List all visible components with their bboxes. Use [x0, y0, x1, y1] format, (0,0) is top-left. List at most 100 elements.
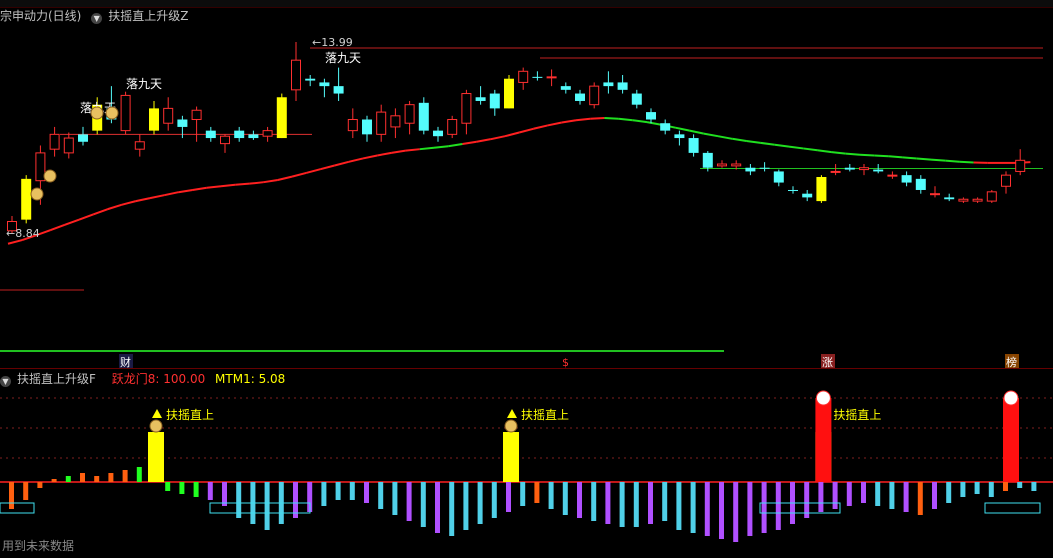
candle [944, 193, 955, 202]
ma-line-segment [632, 119, 648, 124]
candle [163, 97, 174, 131]
ma-line-segment [192, 186, 207, 191]
stock-title[interactable]: 宗申动力(日线) [0, 9, 82, 23]
candle [205, 126, 216, 142]
histogram-bar [108, 473, 114, 482]
candle [291, 42, 301, 101]
signal-arrow-icon [152, 409, 162, 418]
ma-line-segment [121, 200, 137, 206]
histogram-bar [435, 482, 440, 533]
sub-indicator-name[interactable]: ▼ 扶摇直上升级F [0, 372, 102, 387]
histogram-bar [846, 482, 852, 506]
histogram-bar [335, 482, 341, 500]
candle [759, 162, 770, 172]
ma-line-segment [249, 181, 264, 185]
candle [177, 115, 188, 139]
histogram-bar [307, 482, 313, 512]
histogram-bar [364, 482, 369, 503]
candle-body [1001, 174, 1011, 187]
candle [631, 89, 642, 109]
event-marker: $ [562, 356, 569, 369]
price-high-label: ←13.99 [312, 36, 353, 49]
candle-body [859, 167, 869, 171]
ma-line-segment [959, 160, 974, 164]
candle [674, 130, 685, 146]
ma-line-segment [163, 191, 179, 197]
candle [986, 189, 997, 203]
money-bag-icon [504, 419, 518, 433]
histogram-bar [875, 482, 881, 506]
signal-column [503, 432, 519, 482]
histogram-bar [577, 482, 582, 518]
candle-body [674, 134, 685, 139]
candle-body [745, 167, 756, 172]
candle-body [291, 59, 301, 91]
money-bag-icon [149, 419, 163, 433]
event-marker-bg [1005, 354, 1019, 368]
ma-line-segment [419, 146, 435, 151]
ma-line-segment [504, 131, 520, 138]
histogram-bar [747, 482, 753, 536]
candle [404, 100, 415, 135]
ma-line-segment [675, 126, 690, 132]
candle [447, 115, 458, 139]
chevron-down-icon[interactable]: ▼ [91, 13, 103, 24]
candle [518, 67, 529, 90]
signal-label: 扶摇直上 [833, 407, 881, 422]
ma-line-segment [235, 182, 250, 186]
range-box [984, 502, 1041, 514]
main-indicator-name[interactable]: ▼ 扶摇直上升级Z [91, 9, 194, 24]
candle-body [717, 163, 727, 167]
ma-line-segment [618, 117, 633, 122]
candle-body [475, 97, 486, 101]
histogram-bar [861, 482, 866, 503]
ma-line-segment [462, 140, 477, 145]
candle [603, 71, 614, 94]
histogram-bar [633, 482, 639, 527]
histogram-bar [946, 482, 952, 503]
candle-body [163, 107, 174, 124]
ma-line-segment [135, 197, 151, 203]
ma-line-segment [92, 208, 108, 216]
chevron-down-icon[interactable]: ▼ [0, 376, 11, 387]
histogram-bar [903, 482, 909, 512]
candle [887, 171, 898, 179]
ma-line-segment [575, 117, 591, 122]
money-bag-icon [30, 187, 44, 201]
histogram-bar [1031, 482, 1037, 491]
top-toolbar [0, 0, 1053, 8]
candle-body [7, 221, 17, 232]
candle [347, 108, 358, 139]
ma-line-segment [21, 234, 37, 241]
candle-body [390, 115, 401, 128]
histogram-bar [733, 482, 739, 542]
candle [305, 75, 316, 87]
ma-line-segment [689, 129, 705, 135]
histogram-bar [321, 482, 327, 506]
candle-body [362, 119, 372, 135]
range-box [0, 502, 35, 514]
candle [575, 89, 585, 105]
histogram-bar [775, 482, 781, 530]
candle [830, 164, 841, 176]
candle-body [63, 137, 74, 154]
ma-line-segment [405, 148, 420, 152]
candle-body [78, 134, 88, 142]
candle-body [688, 138, 699, 153]
money-bag-icon [105, 106, 119, 120]
histogram-bar [392, 482, 398, 515]
candle [461, 89, 472, 135]
ma-line-segment [604, 117, 619, 120]
ma-line-segment [305, 168, 321, 174]
candle [362, 115, 372, 142]
money-bag-icon [90, 106, 104, 120]
ma-line-segment [220, 183, 236, 188]
histogram-bar [648, 482, 653, 524]
histogram-bar [378, 482, 384, 509]
candle [702, 151, 713, 172]
ma-line-segment [945, 159, 960, 163]
histogram-bar [236, 482, 242, 518]
candle-body [972, 198, 983, 202]
candle-body [49, 133, 60, 150]
